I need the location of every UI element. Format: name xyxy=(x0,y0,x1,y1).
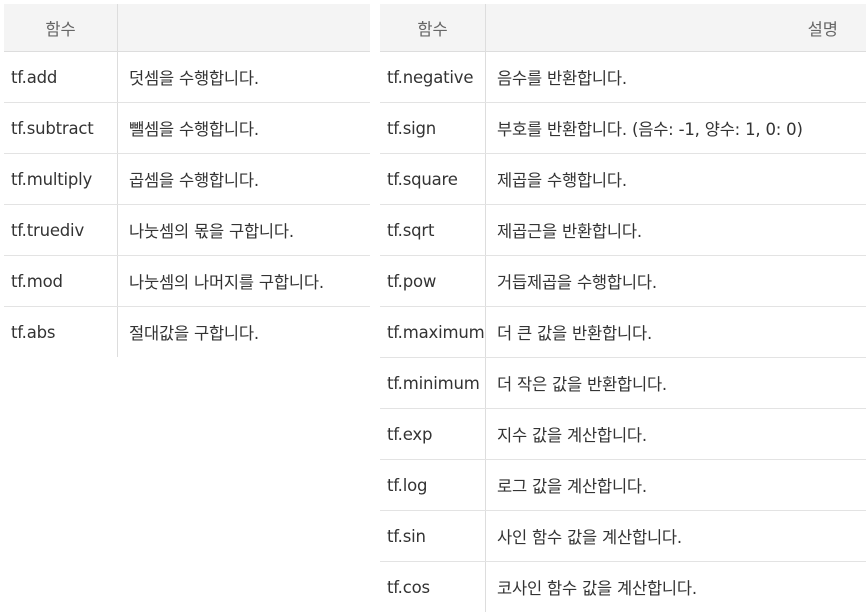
function-name-cell: tf.negative xyxy=(380,52,486,103)
function-description-cell: 더 큰 값을 반환합니다. xyxy=(486,307,867,358)
function-description-cell: 나눗셈의 몫을 구합니다. xyxy=(118,205,371,256)
table-header-row: 함수 xyxy=(4,4,370,52)
header-description xyxy=(118,4,371,52)
function-description-cell: 거듭제곱을 수행합니다. xyxy=(486,256,867,307)
header-function: 함수 xyxy=(380,4,486,52)
function-description-cell: 제곱근을 반환합니다. xyxy=(486,205,867,256)
function-description-cell: 코사인 함수 값을 계산합니다. xyxy=(486,562,867,612)
function-name-cell: tf.mod xyxy=(4,256,118,307)
function-name-cell: tf.cos xyxy=(380,562,486,612)
function-name-cell: tf.sign xyxy=(380,103,486,154)
function-description-cell: 부호를 반환합니다. (음수: -1, 양수: 1, 0: 0) xyxy=(486,103,867,154)
function-description-cell: 뺄셈을 수행합니다. xyxy=(118,103,371,154)
header-function: 함수 xyxy=(4,4,118,52)
header-description: 설명 xyxy=(486,4,867,52)
function-description-cell: 로그 값을 계산합니다. xyxy=(486,460,867,511)
function-description-cell: 지수 값을 계산합니다. xyxy=(486,409,867,460)
function-name-cell: tf.maximum xyxy=(380,307,486,358)
function-description-cell: 더 작은 값을 반환합니다. xyxy=(486,358,867,409)
function-description-cell: 곱셈을 수행합니다. xyxy=(118,154,371,205)
function-name-cell: tf.add xyxy=(4,52,118,103)
function-name-cell: tf.pow xyxy=(380,256,486,307)
function-description-cell: 음수를 반환합니다. xyxy=(486,52,867,103)
table-header-row: 함수 설명 xyxy=(380,4,866,52)
function-name-cell: tf.subtract xyxy=(4,103,118,154)
function-name-cell: tf.sin xyxy=(380,511,486,562)
function-description-cell: 절대값을 구합니다. xyxy=(118,307,371,358)
function-description-cell: 제곱을 수행합니다. xyxy=(486,154,867,205)
function-name-cell: tf.sqrt xyxy=(380,205,486,256)
function-name-cell: tf.exp xyxy=(380,409,486,460)
function-name-cell: tf.log xyxy=(380,460,486,511)
function-description-cell: 나눗셈의 나머지를 구합니다. xyxy=(118,256,371,307)
function-name-cell: tf.abs xyxy=(4,307,118,358)
function-name-cell: tf.square xyxy=(380,154,486,205)
function-name-cell: tf.minimum xyxy=(380,358,486,409)
function-description-cell: 덧셈을 수행합니다. xyxy=(118,52,371,103)
function-description-cell: 사인 함수 값을 계산합니다. xyxy=(486,511,867,562)
function-name-cell: tf.multiply xyxy=(4,154,118,205)
function-name-cell: tf.truediv xyxy=(4,205,118,256)
